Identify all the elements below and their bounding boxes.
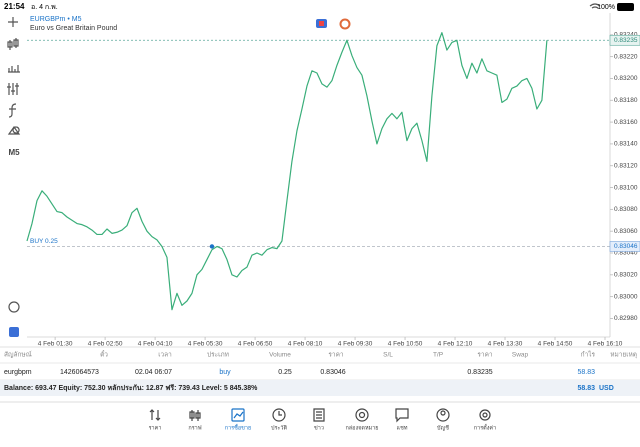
left-toolbar: M5 bbox=[7, 17, 21, 337]
x-tick-label: 4 Feb 02:50 bbox=[88, 341, 123, 348]
buy-price-box bbox=[609, 241, 640, 252]
y-tick-label: 0.83160 bbox=[614, 119, 638, 126]
y-tick-label: 0.83200 bbox=[614, 75, 638, 82]
total-profit: 58.83 bbox=[577, 385, 595, 392]
table-cell[interactable]: 02.04 06:07 bbox=[135, 369, 172, 376]
x-tick-label: 4 Feb 05:30 bbox=[188, 341, 223, 348]
x-tick-label: 4 Feb 16:10 bbox=[588, 341, 623, 348]
y-tick-label: 0.83060 bbox=[614, 228, 638, 235]
status-battery: 100% bbox=[597, 4, 615, 11]
broker-icon[interactable] bbox=[9, 327, 19, 337]
balance-bar bbox=[0, 380, 640, 396]
status-date: อ. 4 ก.พ. bbox=[31, 4, 58, 11]
nav-label[interactable]: กล่องจดหมาย bbox=[345, 425, 378, 431]
table-cell[interactable]: 0.83235 bbox=[467, 369, 492, 376]
table-cell[interactable]: 1426064573 bbox=[60, 369, 99, 376]
volume-tool[interactable] bbox=[8, 65, 20, 73]
x-tick-label: 4 Feb 01:30 bbox=[38, 341, 73, 348]
chart-type-tool[interactable] bbox=[7, 38, 19, 50]
objects-tool[interactable] bbox=[7, 125, 21, 135]
wifi-icon bbox=[589, 3, 601, 9]
nav-icons bbox=[149, 408, 491, 423]
table-header: สัญลักษณ์ bbox=[4, 351, 32, 359]
y-tick-label: 0.83180 bbox=[614, 97, 638, 104]
buy-line-label: BUY 0.25 bbox=[30, 238, 58, 245]
y-tick-label: 0.83020 bbox=[614, 272, 638, 279]
x-tick-label: 4 Feb 08:10 bbox=[288, 341, 323, 348]
balance-text: Balance: 693.47 Equity: 752.30 หลักประกั… bbox=[4, 384, 258, 392]
bottom-nav: ราคา กราฟ การซื้อขาย ประวัติ ข่าว กล่องจดหมาย… bbox=[149, 423, 497, 431]
x-tick-label: 4 Feb 14:50 bbox=[538, 341, 573, 348]
current-price-box bbox=[609, 34, 640, 46]
table-cell[interactable]: eurgbpm bbox=[4, 369, 32, 376]
indicators-tool[interactable] bbox=[7, 83, 19, 95]
table-header: Swap bbox=[512, 352, 529, 359]
function-tool[interactable] bbox=[8, 103, 17, 118]
y-tick-label: 0.82980 bbox=[614, 315, 638, 322]
y-tick-label: 0.83220 bbox=[614, 53, 638, 60]
table-header: ราคา bbox=[477, 352, 492, 359]
x-tick-label: 4 Feb 09:30 bbox=[338, 341, 373, 348]
currency: USD bbox=[599, 385, 614, 392]
table-cell[interactable]: 0.25 bbox=[278, 369, 292, 376]
x-tick-label: 4 Feb 06:50 bbox=[238, 341, 273, 348]
table-header: T/P bbox=[433, 352, 443, 359]
nav-label[interactable]: การตั้งค่า bbox=[474, 423, 496, 431]
x-tick-label: 4 Feb 13:30 bbox=[488, 341, 523, 348]
nav-label[interactable]: แชท bbox=[397, 424, 408, 431]
table-cell[interactable]: 0.83046 bbox=[320, 369, 345, 376]
nav-label[interactable]: ประวัติ bbox=[271, 424, 287, 431]
table-header: ตั๋ว bbox=[100, 349, 108, 358]
indicator-icon[interactable] bbox=[339, 18, 351, 30]
nav-label[interactable]: การซื้อขาย bbox=[225, 423, 251, 431]
y-tick-label: 0.83120 bbox=[614, 162, 638, 169]
nav-label[interactable]: บัญชี bbox=[437, 424, 449, 431]
crosshair-tool[interactable] bbox=[8, 17, 18, 27]
x-tick-label: 4 Feb 04:10 bbox=[138, 341, 173, 348]
y-tick-label: 0.83000 bbox=[614, 293, 638, 300]
nav-label[interactable]: ข่าว bbox=[314, 425, 324, 431]
timeframe-button[interactable]: M5 bbox=[8, 148, 20, 157]
table-header: Volume bbox=[269, 352, 291, 359]
y-tick-label: 0.83100 bbox=[614, 184, 638, 191]
table-cell[interactable]: buy bbox=[219, 369, 231, 376]
table-header: S/L bbox=[383, 352, 393, 359]
nav-label[interactable]: ราคา bbox=[149, 425, 162, 431]
y-tick-label: 0.83040 bbox=[614, 250, 638, 257]
quick-trade-tool[interactable] bbox=[8, 301, 20, 313]
table-header: เวลา bbox=[158, 352, 172, 359]
x-tick-label: 4 Feb 10:50 bbox=[388, 341, 423, 348]
price-line bbox=[26, 32, 548, 311]
current-price-label: 0.83235 bbox=[614, 37, 638, 44]
chart-subtitle: Euro vs Great Britain Pound bbox=[30, 25, 117, 32]
flag-icon-inner bbox=[319, 21, 324, 26]
chart-title: EURGBPm • M5 bbox=[30, 16, 82, 23]
table-header: กำไร bbox=[581, 351, 596, 359]
table-header: ประเภท bbox=[207, 352, 229, 359]
nav-label[interactable]: กราฟ bbox=[188, 424, 201, 431]
status-time: 21:54 bbox=[4, 2, 25, 11]
battery-icon bbox=[617, 3, 634, 11]
x-tick-label: 4 Feb 12:10 bbox=[438, 341, 473, 348]
table-header: ราคา bbox=[328, 352, 343, 359]
buy-marker bbox=[209, 244, 215, 249]
buy-price-label: 0.83046 bbox=[614, 243, 638, 250]
trade-table: สัญลักษณ์ ตั๋ว เวลา ประเภท Volume ราคา S/L T/P ร… bbox=[4, 349, 637, 375]
table-cell[interactable]: 58.83 bbox=[577, 369, 595, 376]
y-tick-label: 0.83140 bbox=[614, 141, 638, 148]
table-header: หมายเหตุ bbox=[610, 352, 637, 359]
plot-area: 0.82980 0.83000 0.83020 0.83040 0.83060 0.830… bbox=[26, 32, 640, 348]
y-tick-label: 0.83080 bbox=[614, 206, 638, 213]
